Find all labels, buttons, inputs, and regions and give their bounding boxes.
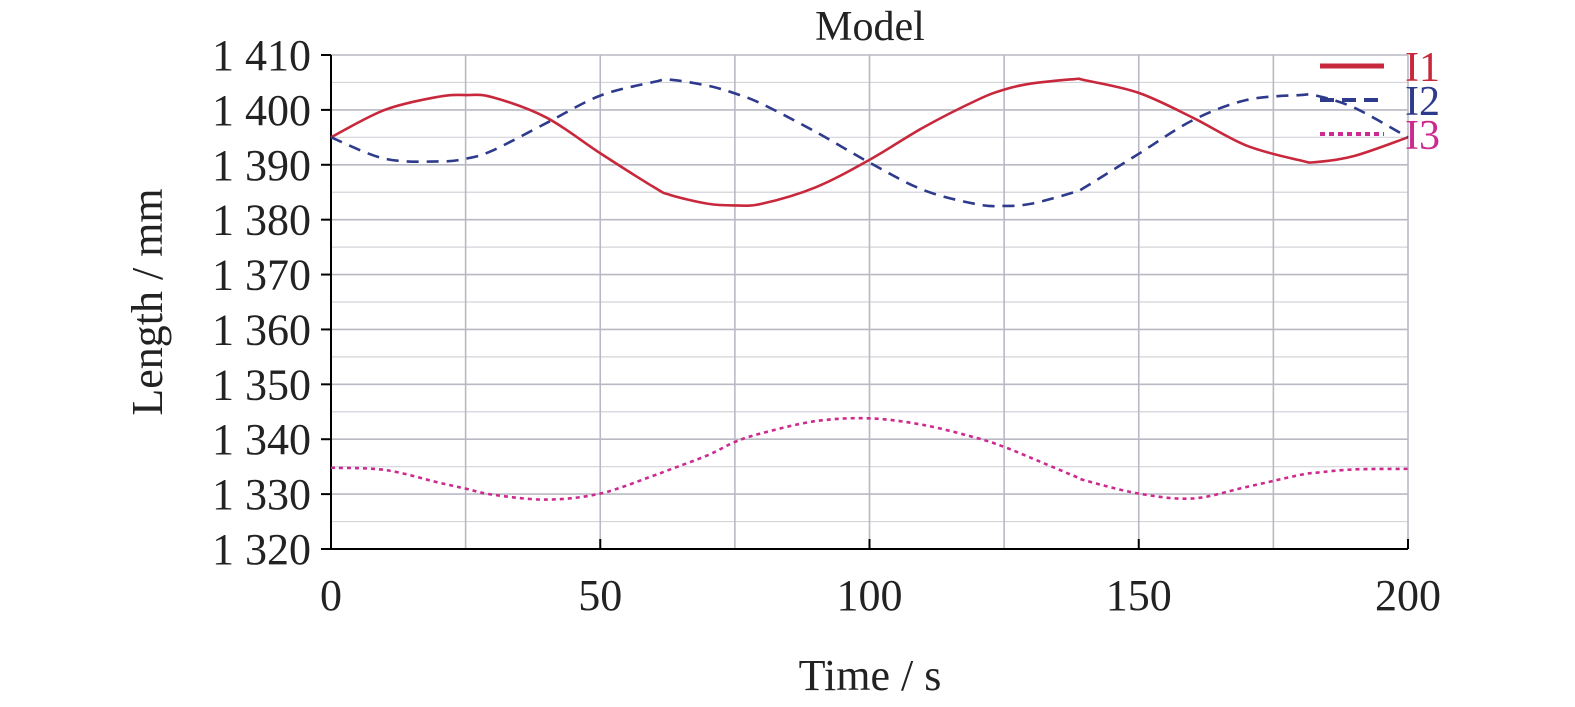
series-line-i3 — [330, 416, 1409, 501]
y-axis-title: Length / mm — [123, 188, 172, 415]
y-tick-label: 1 330 — [212, 470, 311, 519]
legend-label-i1: I1 — [1405, 45, 1440, 91]
x-tick-label: 50 — [578, 571, 622, 620]
y-tick-label: 1 350 — [212, 360, 311, 409]
x-tick-label: 100 — [837, 571, 903, 620]
legend-label-i2: I2 — [1405, 79, 1440, 125]
x-axis-title: Time / s — [799, 651, 942, 700]
x-tick-label: 0 — [320, 571, 342, 620]
y-tick-label: 1 340 — [212, 415, 311, 464]
series-line-i2 — [330, 78, 1409, 208]
y-tick-label: 1 390 — [212, 141, 311, 190]
tick-labels: 1 320 1 330 1 340 1 350 1 360 1 370 1 380 1 390… — [212, 31, 1441, 620]
legend-label-i3: I3 — [1405, 113, 1440, 159]
series-line-i1 — [330, 77, 1409, 208]
y-tick-label: 1 360 — [212, 305, 311, 354]
chart-title: Model — [815, 4, 925, 50]
x-tick-label: 200 — [1375, 571, 1441, 620]
y-tick-label: 1 380 — [212, 196, 311, 245]
y-tick-label: 1 400 — [212, 86, 311, 135]
series-lines — [330, 77, 1409, 501]
y-tick-label: 1 410 — [212, 31, 311, 80]
y-tick-label: 1 320 — [212, 525, 311, 574]
y-tick-label: 1 370 — [212, 251, 311, 300]
x-tick-label: 150 — [1106, 571, 1172, 620]
grid — [331, 54, 1409, 550]
